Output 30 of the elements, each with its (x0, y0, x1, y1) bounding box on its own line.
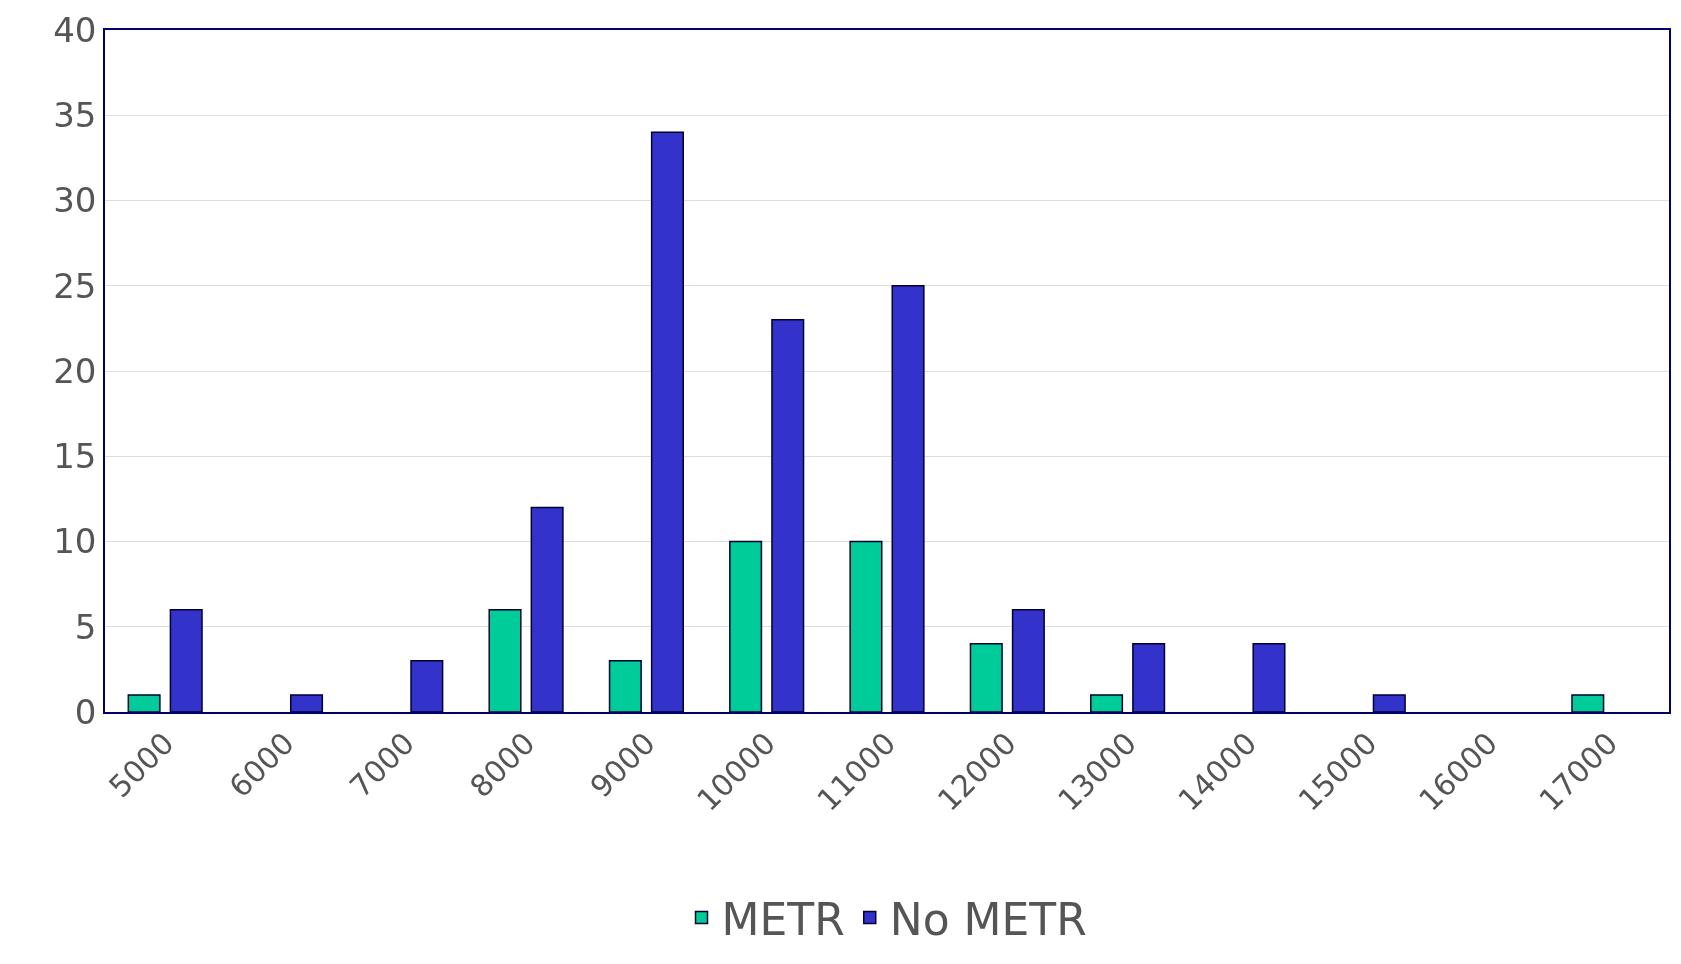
legend-label: METR (721, 893, 845, 945)
bar (608, 660, 642, 712)
bar (289, 694, 324, 712)
bar (530, 506, 564, 712)
bar (1011, 608, 1045, 712)
bar (488, 608, 522, 712)
legend-label: No METR (889, 893, 1087, 945)
bar (1132, 643, 1166, 712)
bar (729, 540, 763, 712)
y-tick-label: 25 (53, 265, 97, 306)
y-tick-label: 15 (53, 436, 97, 477)
y-tick-label: 10 (53, 521, 97, 562)
y-tick-label: 5 (74, 606, 97, 647)
bar (849, 540, 883, 712)
y-tick-label: 20 (53, 350, 97, 391)
bar (771, 319, 805, 712)
y-tick-label: 30 (53, 180, 97, 221)
bar (969, 643, 1003, 712)
y-tick-label: 35 (53, 95, 97, 136)
bar (891, 285, 925, 712)
bar (1372, 694, 1406, 712)
bar (169, 608, 203, 712)
y-tick-label: 40 (53, 9, 97, 50)
bar (410, 660, 444, 712)
bar (650, 131, 684, 712)
y-tick-label: 0 (74, 691, 97, 732)
bar (1090, 694, 1124, 712)
bar (1252, 643, 1286, 712)
bar (1571, 694, 1605, 712)
bar (127, 694, 161, 712)
